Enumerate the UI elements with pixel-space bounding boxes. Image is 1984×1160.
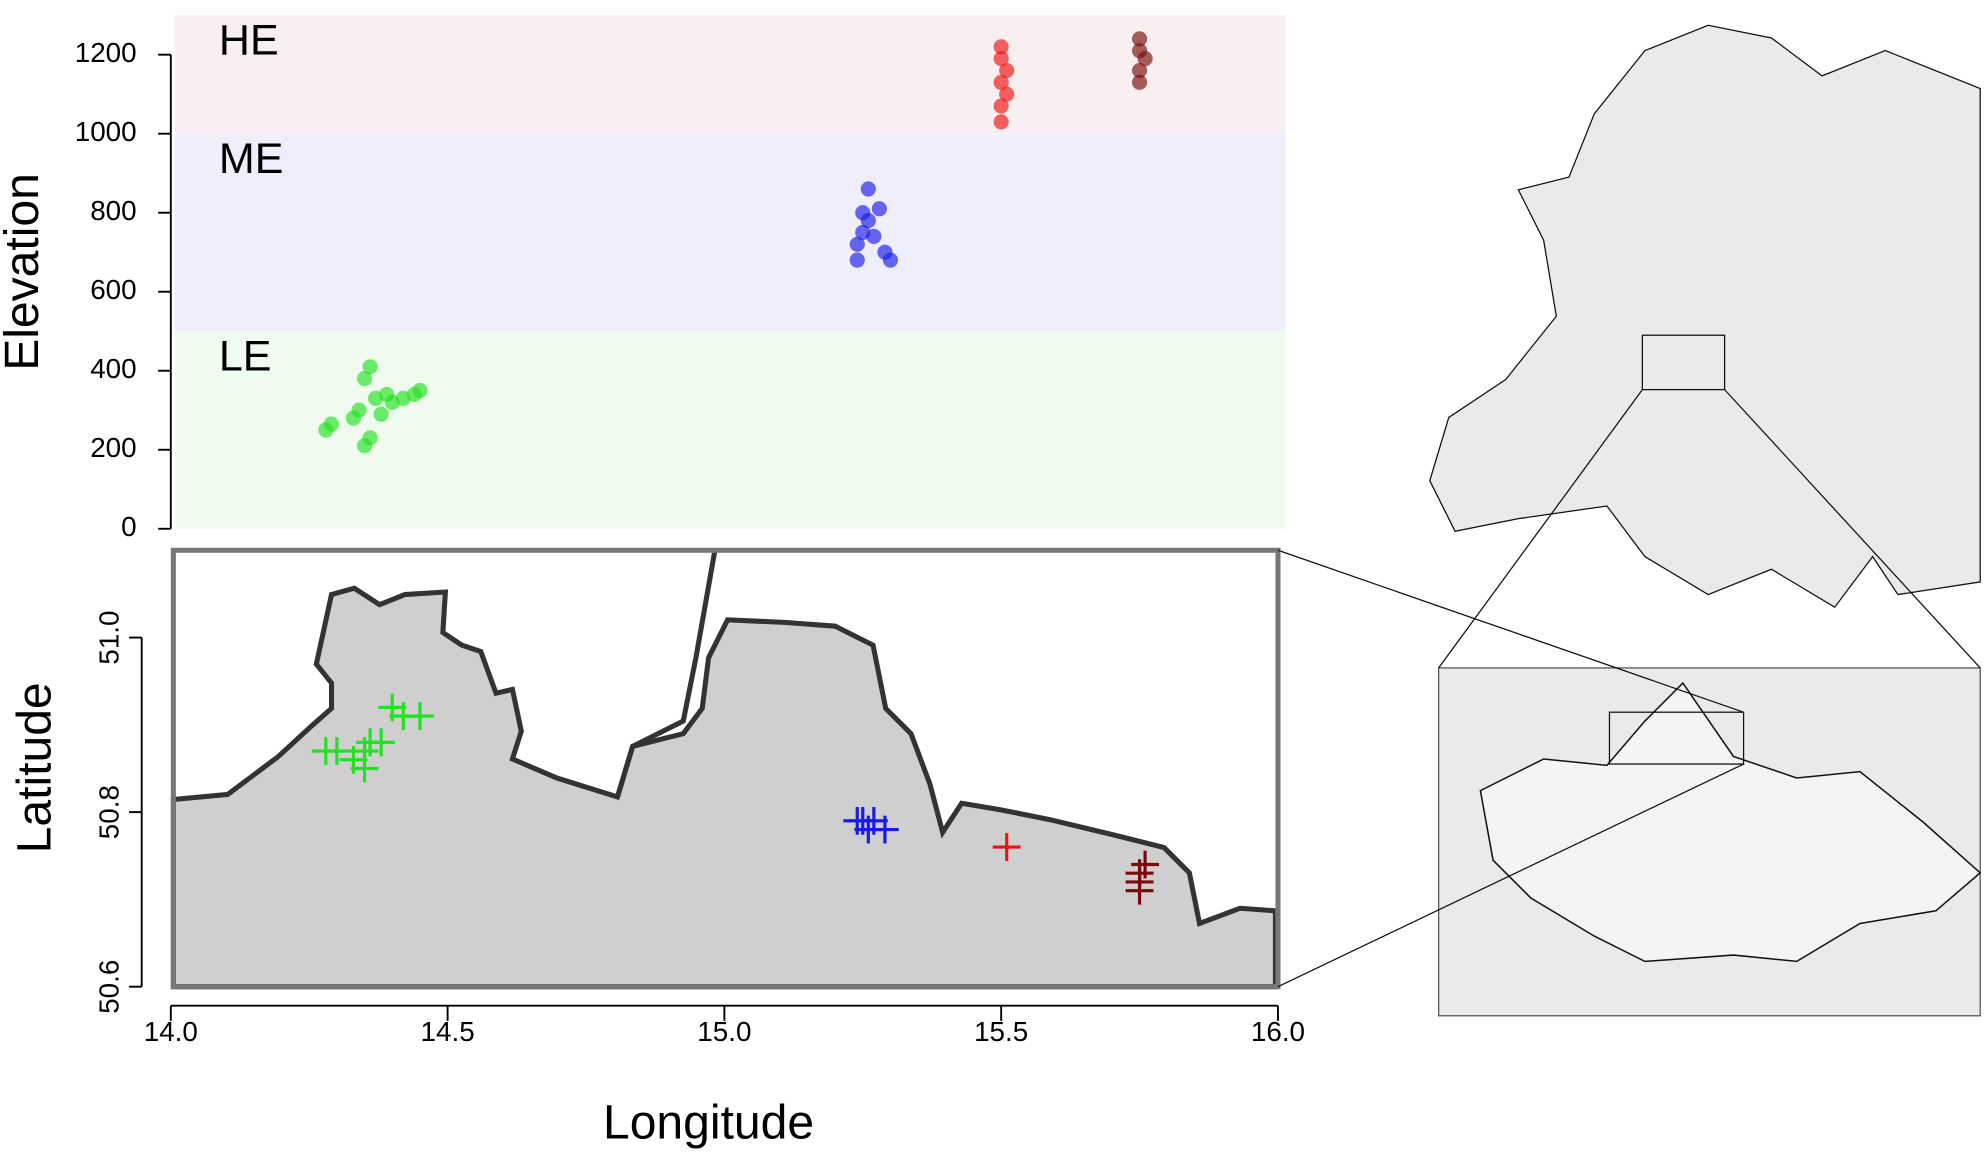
point xyxy=(849,252,865,268)
y-axis-title: Latitude xyxy=(8,682,62,853)
point xyxy=(860,213,876,229)
point xyxy=(373,406,389,422)
point xyxy=(1131,43,1148,59)
cross xyxy=(350,737,379,765)
relief-area xyxy=(170,585,1278,990)
point xyxy=(849,236,865,252)
x-tick-label: 15.5 xyxy=(974,1016,1028,1047)
x-tick-label: 16.0 xyxy=(1251,1016,1305,1047)
cross xyxy=(367,728,396,757)
cross xyxy=(1125,876,1154,905)
point xyxy=(362,430,378,446)
map-frame-border xyxy=(170,547,1281,990)
band-layer xyxy=(174,15,1286,529)
y-tick-label: 1000 xyxy=(75,116,137,147)
point xyxy=(866,228,882,245)
point xyxy=(351,402,367,418)
point xyxy=(1131,31,1148,47)
inset-box xyxy=(1641,334,1726,391)
point xyxy=(871,201,887,217)
point xyxy=(993,51,1009,67)
connector-line xyxy=(1438,389,1643,669)
point xyxy=(993,39,1009,55)
band xyxy=(174,15,1286,134)
point xyxy=(412,382,428,399)
cross xyxy=(406,702,434,731)
point xyxy=(362,359,378,375)
point xyxy=(993,98,1009,114)
point xyxy=(323,416,339,432)
point xyxy=(1131,62,1148,79)
point xyxy=(999,86,1015,102)
y-tick-label: 50.8 xyxy=(94,785,125,839)
connector-line xyxy=(1277,549,1744,713)
point xyxy=(882,252,899,268)
band-label: LE xyxy=(219,332,272,380)
cross xyxy=(871,815,899,844)
point xyxy=(860,181,876,197)
y-axis-title: Elevation xyxy=(0,173,49,371)
x-axis-title: Longitude xyxy=(603,1096,814,1150)
x-tick-label: 15.0 xyxy=(697,1016,751,1047)
europe-map xyxy=(1429,24,1981,609)
y-tick-label: 50.6 xyxy=(94,960,125,1014)
band-label: HE xyxy=(219,16,279,64)
connector-line xyxy=(1277,763,1744,988)
band-label: ME xyxy=(219,135,284,183)
czech-outline xyxy=(1479,681,1982,963)
x-tick-label: 14.5 xyxy=(421,1016,475,1047)
band xyxy=(174,133,1286,332)
cross xyxy=(992,833,1021,861)
point xyxy=(356,371,373,387)
y-tick-label: 0 xyxy=(121,511,136,542)
point xyxy=(993,114,1009,130)
cross xyxy=(1131,850,1160,879)
band xyxy=(174,331,1286,529)
y-tick-label: 51.0 xyxy=(94,610,125,664)
cross xyxy=(322,737,351,765)
border-line xyxy=(615,549,718,798)
x-tick-label: 14.0 xyxy=(144,1016,198,1047)
region-box xyxy=(1608,711,1745,765)
y-tick-label: 200 xyxy=(90,432,136,463)
point xyxy=(1131,74,1148,90)
y-tick-label: 800 xyxy=(90,195,136,226)
point xyxy=(999,62,1015,79)
connector-line xyxy=(1724,389,1981,669)
y-tick-label: 600 xyxy=(90,274,136,305)
y-tick-label: 400 xyxy=(90,353,136,384)
point xyxy=(993,74,1009,90)
y-tick-label: 1200 xyxy=(75,37,137,68)
